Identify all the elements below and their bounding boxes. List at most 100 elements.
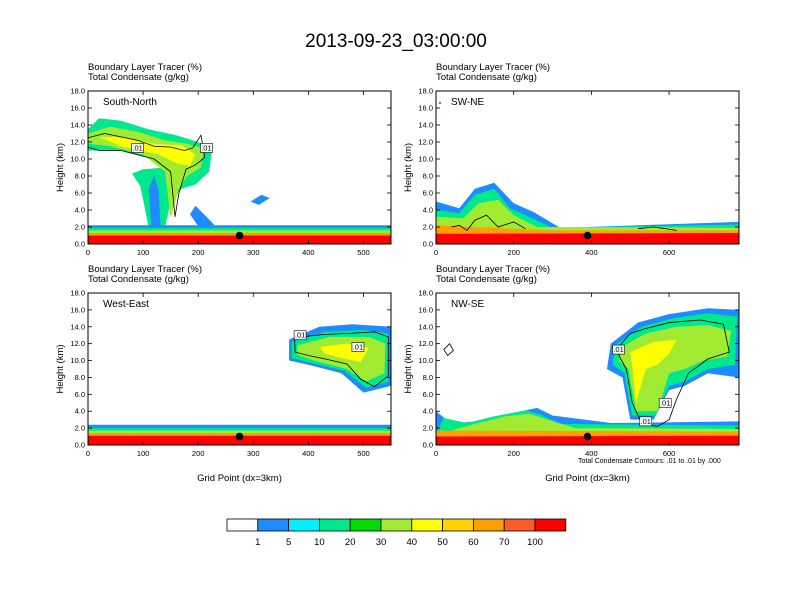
y-tick-label: 2.0 — [75, 424, 85, 433]
x-tick-label: 500 — [357, 248, 370, 257]
condensate-contour-1 — [637, 226, 677, 231]
variable-label-tracer: Boundary Layer Tracer (%) — [436, 264, 550, 275]
x-tick-label: 600 — [663, 248, 676, 257]
variable-label-tracer: Boundary Layer Tracer (%) — [88, 264, 202, 275]
colorbar-box-4 — [349, 518, 382, 532]
y-tick-label: 18.0 — [418, 87, 433, 96]
colorbar-box-2 — [288, 518, 320, 532]
y-tick-label: 16.0 — [418, 305, 433, 314]
y-tick-label: 0.0 — [75, 441, 85, 450]
condensate-contour-1 — [443, 343, 454, 357]
y-tick-label: 14.0 — [70, 121, 85, 130]
contour-label-box-1 — [200, 143, 213, 153]
panel-name: SW-NE — [451, 97, 484, 108]
x-tick-label: 400 — [302, 248, 315, 257]
colorbar-box-5 — [380, 518, 413, 532]
y-tick-label: 0.0 — [75, 240, 85, 249]
location-marker — [583, 231, 592, 240]
contour-label-0: .01 — [295, 331, 305, 340]
y-tick-label: 16.0 — [70, 104, 85, 113]
y-tick-label: 8.0 — [423, 172, 433, 181]
y-tick-label: 14.0 — [70, 322, 85, 331]
contour-label-1: .01 — [201, 143, 211, 152]
field-region-8 — [436, 435, 739, 445]
condensate-contour-0 — [451, 214, 526, 231]
contour-label-box-2 — [639, 416, 653, 427]
y-tick-label: 18.0 — [418, 289, 433, 298]
y-tick-label: 8.0 — [75, 172, 85, 181]
y-tick-label: 12.0 — [418, 339, 433, 348]
panel-name: South-North — [103, 97, 157, 108]
y-tick-label: 16.0 — [70, 305, 85, 314]
field-region-8 — [88, 435, 391, 445]
field-region-3 — [630, 339, 677, 403]
y-tick-label: 4.0 — [75, 407, 85, 416]
legend-dot — [438, 101, 442, 105]
variable-label-tracer: Boundary Layer Tracer (%) — [436, 62, 550, 73]
contour-label-0: .01 — [613, 345, 623, 354]
colorbar-box-8 — [472, 518, 505, 532]
colorbar-label-0: 1 — [255, 537, 260, 548]
colorbar-label-4: 30 — [376, 537, 387, 548]
x-tick-label: 0 — [86, 248, 90, 257]
contour-label-box-0 — [612, 344, 625, 355]
location-marker — [235, 432, 244, 441]
colorbar: 1 5 10 20 30 40 50 60 70 100 — [226, 518, 567, 548]
x-tick-label: 200 — [507, 449, 520, 458]
x-tick-label: 100 — [137, 248, 150, 257]
field-region-5 — [250, 194, 270, 205]
y-tick-label: 8.0 — [75, 373, 85, 382]
y-tick-label: 14.0 — [418, 322, 433, 331]
colorbar-box-3 — [319, 518, 351, 532]
contour-label-2: .01 — [641, 417, 651, 426]
plot-background — [88, 91, 391, 244]
y-tick-label: 6.0 — [75, 390, 85, 399]
x-tick-label: 300 — [247, 449, 260, 458]
plot-frame — [87, 292, 392, 446]
colorbar-box-9 — [503, 518, 536, 532]
colorbar-label-1: 5 — [286, 537, 291, 548]
y-tick-label: 12.0 — [70, 138, 85, 147]
y-tick-label: 10.0 — [70, 356, 85, 365]
field-region-4 — [88, 424, 391, 429]
colorbar-label-5: 40 — [407, 537, 418, 548]
x-tick-label: 100 — [137, 449, 150, 458]
field-region-3 — [148, 176, 161, 227]
location-marker — [583, 432, 592, 441]
x-tick-label: 200 — [192, 449, 205, 458]
x-tick-label: 400 — [302, 449, 315, 458]
colorbar-box-10 — [534, 518, 567, 532]
colorbar-label-6: 50 — [437, 537, 448, 548]
y-tick-label: 6.0 — [423, 390, 433, 399]
contour-label-1: .01 — [353, 343, 363, 352]
variable-label-tracer: Boundary Layer Tracer (%) — [88, 62, 202, 73]
y-tick-label: 10.0 — [418, 356, 433, 365]
y-axis-label: Height (km) — [403, 143, 414, 192]
contour-label-box-1 — [658, 397, 672, 408]
y-axis-label: Height (km) — [403, 344, 414, 393]
y-tick-label: 2.0 — [423, 424, 433, 433]
field-region-10 — [88, 235, 391, 244]
field-region-6 — [436, 413, 739, 435]
x-tick-label: 300 — [247, 248, 260, 257]
panel-name: West-East — [103, 299, 149, 310]
y-tick-label: 4.0 — [423, 407, 433, 416]
field-region-2 — [436, 199, 739, 234]
panel-name: NW-SE — [451, 299, 484, 310]
variable-label-condensate: Total Condensate (g/kg) — [436, 274, 537, 285]
y-tick-label: 6.0 — [423, 189, 433, 198]
x-tick-label: 500 — [357, 449, 370, 458]
x-tick-label: 0 — [434, 248, 438, 257]
colorbar-label-7: 60 — [468, 537, 479, 548]
y-tick-label: 8.0 — [423, 373, 433, 382]
y-tick-label: 12.0 — [418, 138, 433, 147]
field-fill: .01 .01 — [88, 118, 391, 244]
x-tick-label: 200 — [507, 248, 520, 257]
colorbar-box-0 — [226, 518, 259, 532]
x-tick-label: 400 — [585, 449, 598, 458]
condensate-contour-0 — [294, 331, 389, 388]
contour-label-box-0 — [293, 330, 307, 341]
variable-label-condensate: Total Condensate (g/kg) — [88, 72, 189, 83]
variable-label-condensate: Total Condensate (g/kg) — [88, 274, 189, 285]
y-tick-label: 4.0 — [423, 206, 433, 215]
